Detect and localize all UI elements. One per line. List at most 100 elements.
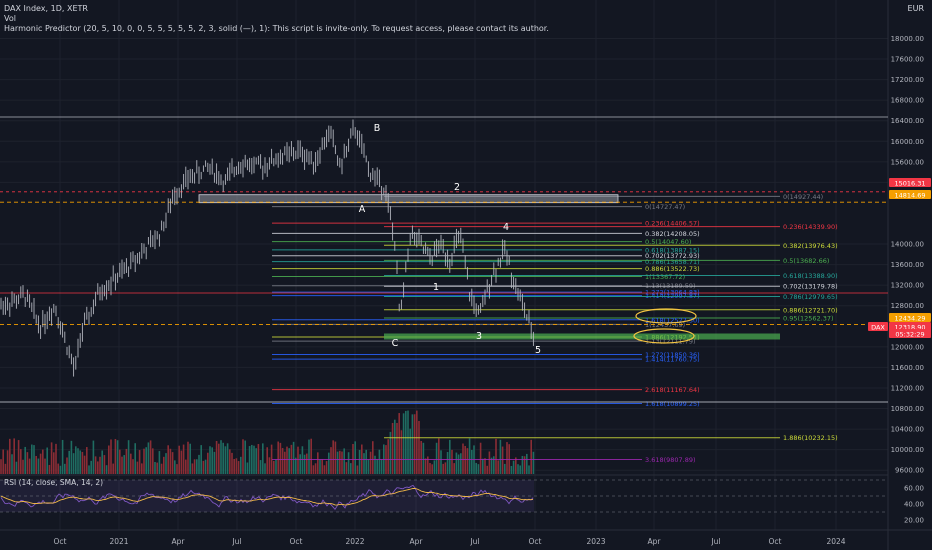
volume-bar <box>72 453 75 474</box>
volume-bar <box>477 464 480 474</box>
volume-bar <box>515 457 517 474</box>
resistance-box <box>198 194 619 204</box>
volume-bar <box>97 461 99 474</box>
volume-bar <box>248 446 251 474</box>
price-axis[interactable]: 18000.00 17600.00 17200.00 16800.00 16400.00… <box>891 35 924 475</box>
volume-bar <box>356 465 359 474</box>
volume-bar <box>231 452 233 474</box>
volume-bar <box>182 444 185 474</box>
volume-bar <box>220 440 222 474</box>
fib-label: 0.886(13522.73) <box>645 265 700 273</box>
volume-bar <box>444 462 447 474</box>
volume-bar <box>42 449 44 474</box>
volume-bar <box>92 440 95 474</box>
volume-bar <box>310 438 312 474</box>
volume-bar <box>2 449 4 474</box>
price-tick-label: 17600.00 <box>891 56 924 64</box>
volume-bar <box>435 442 438 474</box>
volume-bar <box>28 458 31 474</box>
volume-bar <box>33 445 35 474</box>
volume-bar <box>273 460 275 474</box>
volume-bar <box>257 443 260 474</box>
volume-bar <box>418 420 420 474</box>
fib-label: 0.886(12721.70) <box>783 306 838 314</box>
volume-bar <box>323 465 326 474</box>
rsi-tick-label: 60.00 <box>904 485 924 493</box>
time-tick-label: Jul <box>231 537 241 546</box>
time-axis[interactable]: Oct 2021 Apr Jul Oct 2022 Apr Jul Oct 2023 Apr Jul O… <box>54 537 846 546</box>
volume-bar <box>519 465 521 474</box>
volume-bar <box>352 443 354 474</box>
volume-bar <box>9 438 11 474</box>
volume-bar <box>152 448 154 474</box>
volume-bar <box>209 446 211 474</box>
volume-bar <box>398 413 400 474</box>
volume-bar <box>468 438 471 474</box>
rsi-pane: 60.00 40.00 20.00 <box>0 479 924 525</box>
time-tick-label: Apr <box>172 537 186 546</box>
volume-bar <box>475 462 477 474</box>
time-tick-label: Oct <box>769 537 782 546</box>
volume-bar <box>523 456 526 474</box>
volume-bar <box>471 449 473 474</box>
volume-bar <box>490 457 493 474</box>
volume-bar <box>501 446 504 474</box>
volume-bar <box>264 463 266 474</box>
volume-bar <box>187 441 189 474</box>
volume-bar <box>358 449 361 474</box>
rsi-tick-label: 20.00 <box>904 517 924 525</box>
volume-bar <box>314 463 317 474</box>
volume-bar <box>486 465 488 474</box>
volume-bar <box>61 439 64 474</box>
rsi-ma-line <box>0 487 534 506</box>
volume-bar <box>211 447 213 474</box>
fib-label: 0(14727.47) <box>645 203 685 211</box>
pattern-point-label: 1 <box>433 282 439 293</box>
rsi-label[interactable]: RSI (14, close, SMA, 14, 2) <box>4 478 104 487</box>
volume-bar <box>244 440 246 474</box>
volume-bar <box>160 463 163 474</box>
volume-bar <box>240 456 242 474</box>
fib-label: 1.886(10232.15) <box>783 434 838 442</box>
price-tick-label: 11600.00 <box>891 364 924 372</box>
volume-bar <box>132 459 134 474</box>
volume-bar <box>103 455 106 474</box>
volume-bar <box>130 453 132 474</box>
volume-bar <box>17 440 20 474</box>
pattern-point-label: 2 <box>454 182 460 193</box>
volume-bar <box>303 454 306 474</box>
volume-bar <box>288 448 290 474</box>
volume-bar <box>237 461 240 474</box>
volume-bar <box>312 465 315 474</box>
volume-bar <box>374 455 376 474</box>
volume-bar <box>176 464 178 474</box>
volume-bar <box>460 453 462 474</box>
volume-bar <box>380 459 383 474</box>
volume-bar <box>145 447 147 474</box>
volume-bar <box>446 452 449 474</box>
price-badge-label: 12318.90 <box>894 324 925 332</box>
volume-bar <box>116 440 119 474</box>
price-tick-label: 16400.00 <box>891 117 924 125</box>
volume-bar <box>328 452 330 474</box>
volume-bar <box>6 450 9 474</box>
volume-bar <box>37 458 40 474</box>
volume-bar <box>411 414 414 474</box>
time-tick-label: 2022 <box>345 537 364 546</box>
volume-bar <box>242 439 244 474</box>
symbol-title[interactable]: DAX Index, 1D, XETR <box>4 4 88 13</box>
volume-bar <box>191 463 194 474</box>
volume-bar <box>277 441 279 474</box>
volume-bar <box>169 448 172 474</box>
volume-bar <box>429 462 431 474</box>
volume-bar <box>143 448 145 474</box>
volume-bar <box>297 446 299 474</box>
pattern-points: B A C 2 1 3 4 5 <box>359 123 541 356</box>
price-badge-label: 15016.31 <box>894 180 925 188</box>
volume-bar <box>308 439 310 474</box>
volume-bar <box>121 456 123 474</box>
indicator-label[interactable]: Harmonic Predictor (20, 5, 10, 0, 0, 5, … <box>4 24 549 33</box>
volume-bar <box>510 465 513 474</box>
volume-bar <box>4 463 7 474</box>
